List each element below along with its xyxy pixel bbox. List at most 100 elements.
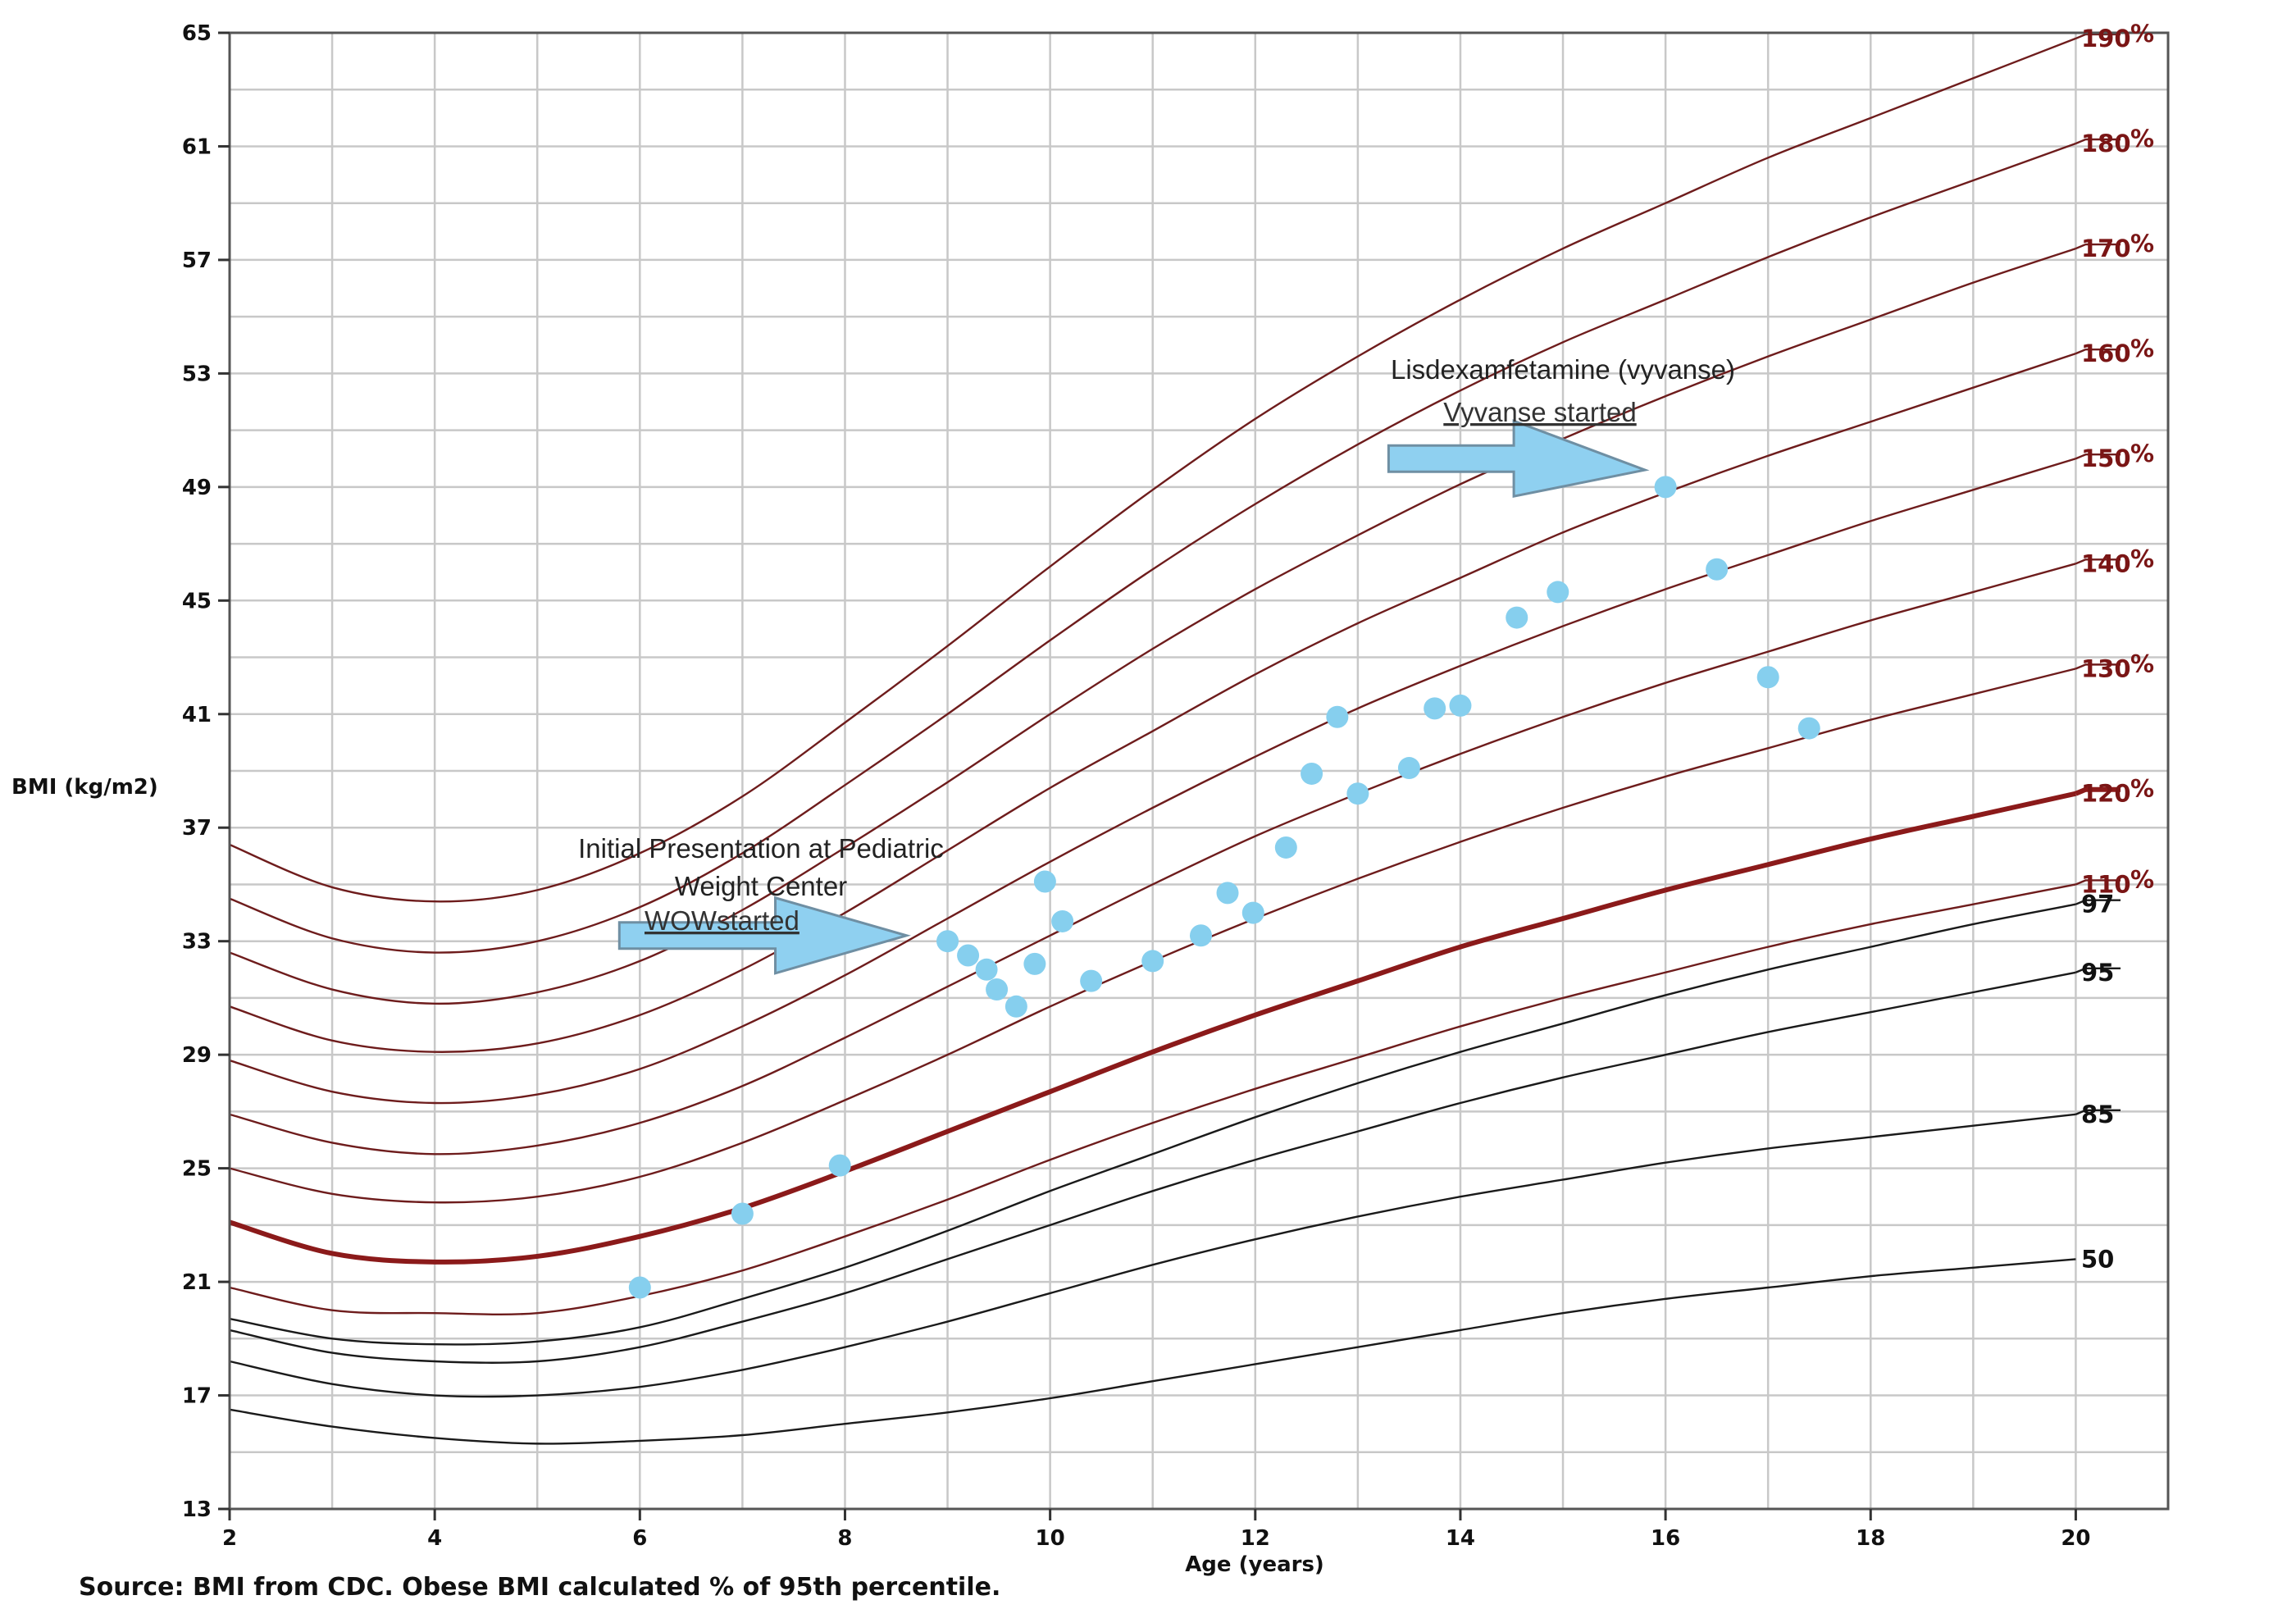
curve-label-160: 160: [2081, 340, 2131, 367]
y-tick-label: 65: [182, 21, 212, 46]
curve-170: [229, 247, 2076, 1005]
bmi-point: [1654, 476, 1677, 499]
bmi-point: [1506, 606, 1528, 629]
curve-label-percent-140: %: [2130, 545, 2154, 572]
bmi-point: [1449, 694, 1472, 717]
bmi-point: [1797, 717, 1820, 740]
x-axis-title: Age (years): [1185, 1552, 1324, 1577]
bmi-point: [1190, 924, 1213, 947]
curve-label-percent-170: %: [2130, 230, 2154, 258]
bmi-point: [731, 1202, 754, 1225]
y-tick-label: 45: [182, 589, 212, 613]
bmi-point: [1301, 762, 1323, 785]
curve-180: [229, 142, 2076, 954]
curve-label-97: 97: [2081, 891, 2114, 918]
curve-extension-85: [2075, 1109, 2121, 1115]
annotation-1-line-1: Initial Presentation at Pediatric: [578, 833, 944, 864]
bmi-point: [1241, 901, 1264, 924]
curve-160: [229, 353, 2076, 1053]
y-tick-label: 57: [182, 248, 212, 273]
curve-extension-180: [2075, 138, 2121, 145]
curve-97: [229, 903, 2076, 1346]
y-tick-label: 53: [182, 362, 212, 386]
bmi-point: [828, 1154, 851, 1177]
source-note: Source: BMI from CDC. Obese BMI calculat…: [79, 1573, 1000, 1602]
bmi-point: [1547, 581, 1569, 604]
curve-label-percent-180: %: [2130, 125, 2154, 153]
y-tick-label: 61: [182, 134, 212, 159]
x-tick-label: 10: [1036, 1526, 1065, 1551]
bmi-point: [1033, 870, 1056, 893]
annotation-1-line-2: Weight Center: [675, 871, 847, 901]
bmi-point: [1141, 950, 1164, 973]
bmi-point: [1424, 697, 1446, 720]
bmi-point: [1326, 705, 1349, 728]
curve-extension-95: [2075, 967, 2121, 973]
curve-extension-160: [2075, 348, 2121, 355]
patient-bmi-points: [628, 476, 1820, 1299]
y-tick-label: 37: [182, 816, 212, 841]
curve-label-85: 85: [2081, 1101, 2114, 1128]
curve-85: [229, 1113, 2076, 1398]
curve-label-percent-130: %: [2130, 650, 2154, 677]
annotation-arrow-2: [1387, 419, 1650, 499]
y-tick-label: 13: [182, 1497, 212, 1522]
curve-label-50: 50: [2081, 1245, 2114, 1273]
bmi-point: [1706, 558, 1729, 581]
curve-label-95: 95: [2081, 959, 2114, 987]
curve-extension-170: [2075, 243, 2121, 250]
bmi-point: [957, 944, 980, 967]
curve-label-190: 190: [2081, 25, 2131, 52]
bmi-point: [1216, 882, 1239, 905]
x-tick-label: 16: [1651, 1526, 1680, 1551]
bmi-point: [986, 978, 1009, 1001]
y-tick-label: 17: [182, 1384, 212, 1409]
bmi-point: [1756, 666, 1779, 689]
curve-label-percent-120: %: [2130, 775, 2154, 803]
curve-labels: 190 %180 %170 %160 %150 %140 %130 %120 %110 %9795…: [2081, 20, 2154, 1273]
curve-label-percent-110: %: [2130, 865, 2154, 893]
curve-140: [229, 563, 2076, 1155]
curve-190: [229, 37, 2076, 903]
x-tick-label: 2: [222, 1526, 237, 1551]
curve-110: [229, 883, 2076, 1316]
x-tick-label: 20: [2061, 1526, 2090, 1551]
bmi-point: [1051, 909, 1074, 932]
curve-label-180: 180: [2081, 130, 2131, 157]
y-tick-label: 21: [182, 1270, 212, 1295]
x-tick-label: 8: [837, 1526, 852, 1551]
curve-extension-150: [2075, 454, 2121, 460]
y-tick-label: 41: [182, 703, 212, 727]
y-tick-label: 25: [182, 1157, 212, 1182]
y-tick-label: 33: [182, 930, 212, 955]
y-tick-label: 49: [182, 476, 212, 500]
curve-label-percent-150: %: [2130, 440, 2154, 467]
annotation-2-underlined: Vyvanse started: [1443, 397, 1636, 427]
curve-label-110: 110: [2081, 870, 2131, 898]
bmi-point: [1346, 782, 1369, 805]
x-tick-label: 12: [1241, 1526, 1270, 1551]
curve-50: [229, 1258, 2076, 1445]
curve-extension-190: [2075, 33, 2121, 40]
axis-ticks: 2 4 6 8 10 12 14 16 18 20 13 17 21 25 29 33 37 41 45 49 53 57…: [182, 21, 2091, 1551]
bmi-point: [975, 958, 998, 981]
x-tick-label: 18: [1856, 1526, 1885, 1551]
curve-extension-130: [2075, 663, 2121, 670]
plot-frame: [228, 31, 2170, 1511]
y-tick-label: 29: [182, 1043, 212, 1068]
curve-label-150: 150: [2081, 444, 2131, 472]
curve-label-170: 170: [2081, 235, 2131, 262]
x-tick-label: 14: [1446, 1526, 1475, 1551]
x-tick-label: 6: [632, 1526, 647, 1551]
curve-label-120: 120: [2081, 780, 2131, 808]
plot-border: [228, 31, 2170, 1511]
curve-extension-110: [2075, 879, 2121, 886]
annotation-arrow-1: [617, 896, 911, 975]
curve-150: [229, 458, 2076, 1105]
annotation-1-underlined: WOWstarted: [645, 905, 800, 936]
bmi-point: [936, 930, 959, 953]
bmi-point: [628, 1276, 651, 1299]
bmi-point: [1023, 952, 1046, 975]
y-axis-title: BMI (kg/m2): [11, 775, 158, 800]
